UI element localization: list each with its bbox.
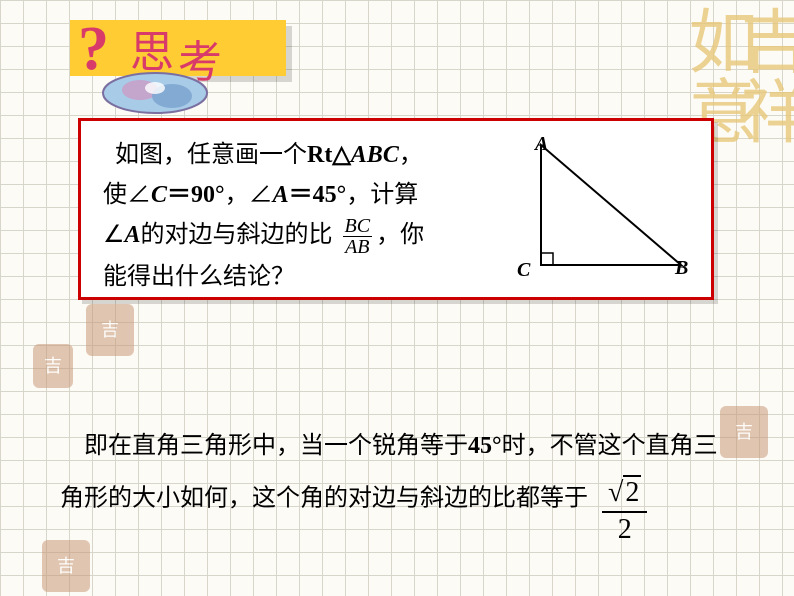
t1: 如图，任意画一个 [115, 142, 307, 168]
v45: 45° [313, 182, 347, 208]
seal-1: 吉 [86, 304, 134, 356]
label-A: A [535, 133, 548, 156]
a1: 即在直角三角形中，当一个锐角等于 [84, 433, 468, 459]
problem-text: 如图，任意画一个Rt△ABC， 使∠C＝90°，∠A＝45°，计算 ∠A的对边与… [103, 135, 511, 283]
sep: ，∠ [225, 182, 273, 208]
seal-3: 吉 [42, 540, 90, 592]
seal-2: 吉 [33, 344, 73, 388]
bigfrac-num: √2 [602, 478, 647, 513]
triangle-figure: A C B [511, 135, 691, 283]
t2a: 使∠ [103, 182, 151, 208]
header-banner: ? 思 考 [70, 20, 286, 76]
bc-ab-fraction: BC AB [343, 216, 373, 257]
label-C: C [517, 259, 530, 282]
eq1: ＝ [167, 182, 191, 208]
t3c: ，你 [376, 222, 424, 248]
answer-text: 即在直角三角形中，当一个锐角等于45°时，不管这个直角三角形的大小如何，这个角的… [60, 426, 740, 534]
abc: ABC [351, 142, 399, 168]
label-B: B [675, 257, 688, 280]
cC: C [151, 182, 167, 208]
frac-den: AB [343, 237, 371, 257]
splash-icon [100, 68, 210, 118]
t3b: 的对边与斜边的比 [141, 222, 333, 248]
eq2: ＝ [289, 182, 313, 208]
trisym: △ [332, 142, 350, 168]
triangle-svg [511, 135, 691, 285]
a45: 45° [468, 433, 502, 459]
t2b: ，计算 [346, 182, 418, 208]
frac-num: BC [343, 216, 373, 237]
t4: 能得出什么结论？ [103, 264, 295, 290]
cA2: A [125, 222, 141, 248]
v90: 90° [191, 182, 225, 208]
sqrt2-over-2: √2 2 [602, 478, 647, 546]
t1b: ， [399, 142, 423, 168]
bigfrac-den: 2 [612, 513, 638, 546]
problem-card: 如图，任意画一个Rt△ABC， 使∠C＝90°，∠A＝45°，计算 ∠A的对边与… [78, 118, 714, 300]
cA: A [273, 182, 289, 208]
t3a: ∠ [103, 222, 125, 248]
rt: Rt [307, 142, 332, 168]
